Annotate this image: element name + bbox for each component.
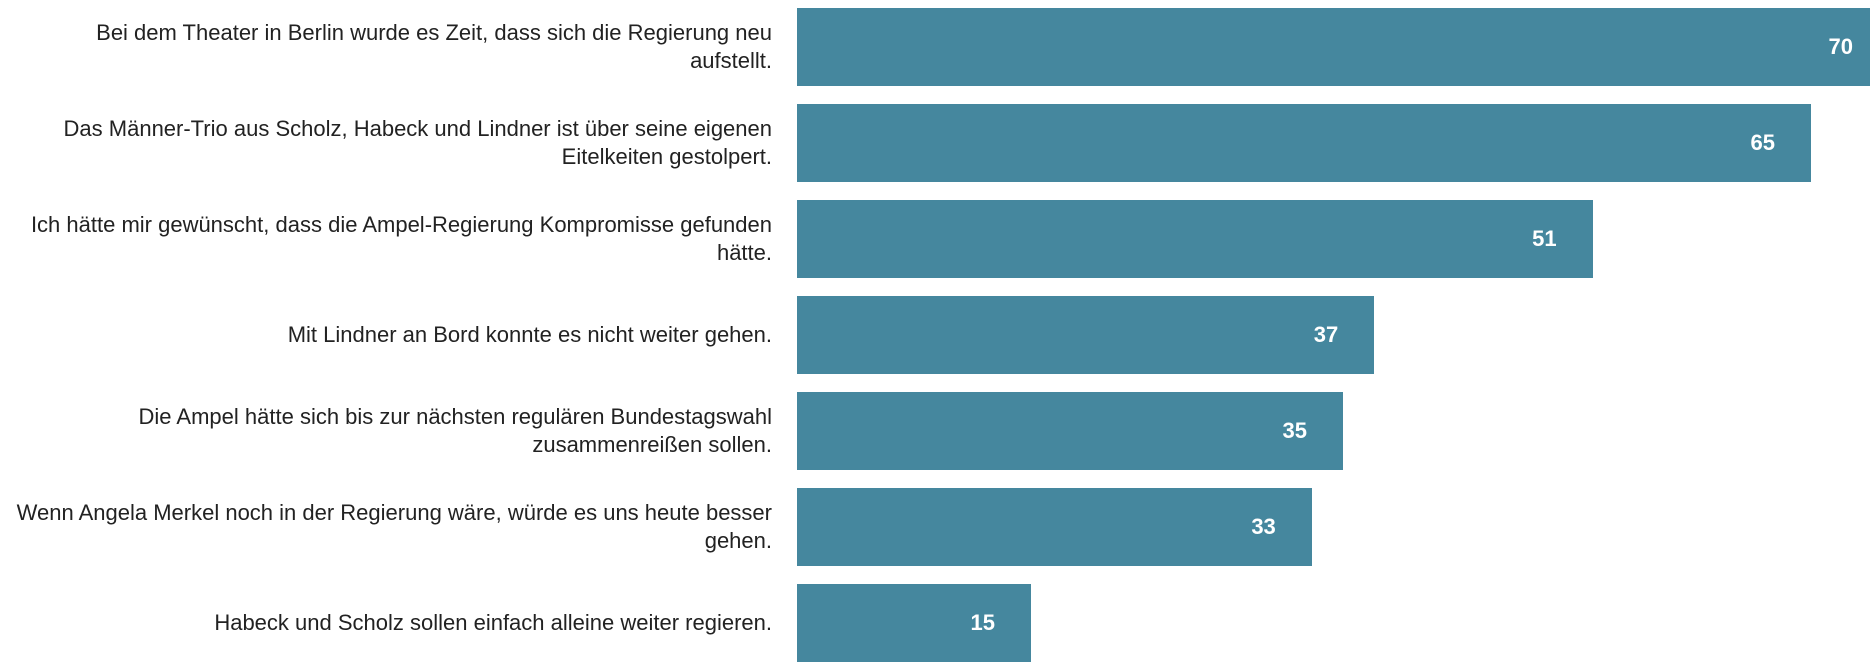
category-text: Das Männer-Trio aus Scholz, Habeck und L…: [63, 116, 772, 169]
category-label: Das Männer-Trio aus Scholz, Habeck und L…: [0, 104, 772, 182]
category-label: Bei dem Theater in Berlin wurde es Zeit,…: [0, 8, 772, 86]
value-label: 70: [1828, 34, 1853, 59]
bar: [797, 488, 1312, 566]
value-label: 35: [1282, 418, 1307, 443]
category-text: Wenn Angela Merkel noch in der Regierung…: [16, 500, 772, 553]
value-label: 37: [1313, 322, 1339, 347]
category-text: Die Ampel hätte sich bis zur nächsten re…: [138, 404, 772, 457]
category-text: Habeck und Scholz sollen einfach alleine…: [214, 610, 772, 635]
category-label: Ich hätte mir gewünscht, dass die Ampel-…: [0, 200, 772, 278]
category-label: Mit Lindner an Bord konnte es nicht weit…: [0, 296, 772, 374]
value-label: 33: [1251, 514, 1276, 539]
bar: [797, 8, 1870, 86]
category-label: Die Ampel hätte sich bis zur nächsten re…: [0, 392, 772, 470]
bar: [797, 104, 1811, 182]
category-label: Wenn Angela Merkel noch in der Regierung…: [0, 488, 772, 566]
bar: [797, 392, 1343, 470]
category-text: Mit Lindner an Bord konnte es nicht weit…: [287, 322, 772, 347]
bar: [797, 584, 1031, 662]
value-label: 15: [970, 610, 995, 635]
category-label: Habeck und Scholz sollen einfach alleine…: [0, 584, 772, 662]
bar: [797, 296, 1375, 374]
value-label: 51: [1532, 226, 1557, 251]
category-text: Ich hätte mir gewünscht, dass die Ampel-…: [30, 212, 772, 265]
category-text: Bei dem Theater in Berlin wurde es Zeit,…: [96, 20, 772, 73]
bar: [797, 200, 1593, 278]
value-label: 65: [1750, 130, 1775, 155]
